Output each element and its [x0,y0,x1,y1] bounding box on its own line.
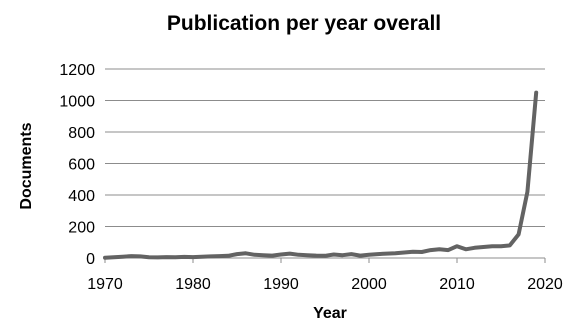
x-tick-label-2010: 2010 [439,276,475,293]
gridlines [105,68,545,227]
y-tick-labels: 0 200 400 600 800 1000 1200 [59,62,95,268]
x-tick-label-2000: 2000 [351,276,387,293]
x-tick-label-2020: 2020 [527,276,563,293]
y-tick-label-0: 0 [86,251,95,268]
y-axis-title: Documents [18,122,35,209]
x-axis-title: Year [313,305,347,322]
y-tick-label-600: 600 [68,157,95,174]
x-tick-label-1970: 1970 [87,276,123,293]
y-tick-label-1000: 1000 [59,94,95,111]
chart-title: Publication per year overall [167,12,441,35]
y-tick-label-1200: 1200 [59,62,95,79]
y-tick-label-200: 200 [68,220,95,237]
series-line [103,90,539,260]
x-tick-label-1980: 1980 [175,276,211,293]
y-tick-label-400: 400 [68,188,95,205]
x-tick-label-1990: 1990 [263,276,299,293]
y-tick-label-800: 800 [68,125,95,142]
x-tick-labels: 1970 1980 1990 2000 2010 2020 [87,276,563,293]
series-group [103,90,539,260]
